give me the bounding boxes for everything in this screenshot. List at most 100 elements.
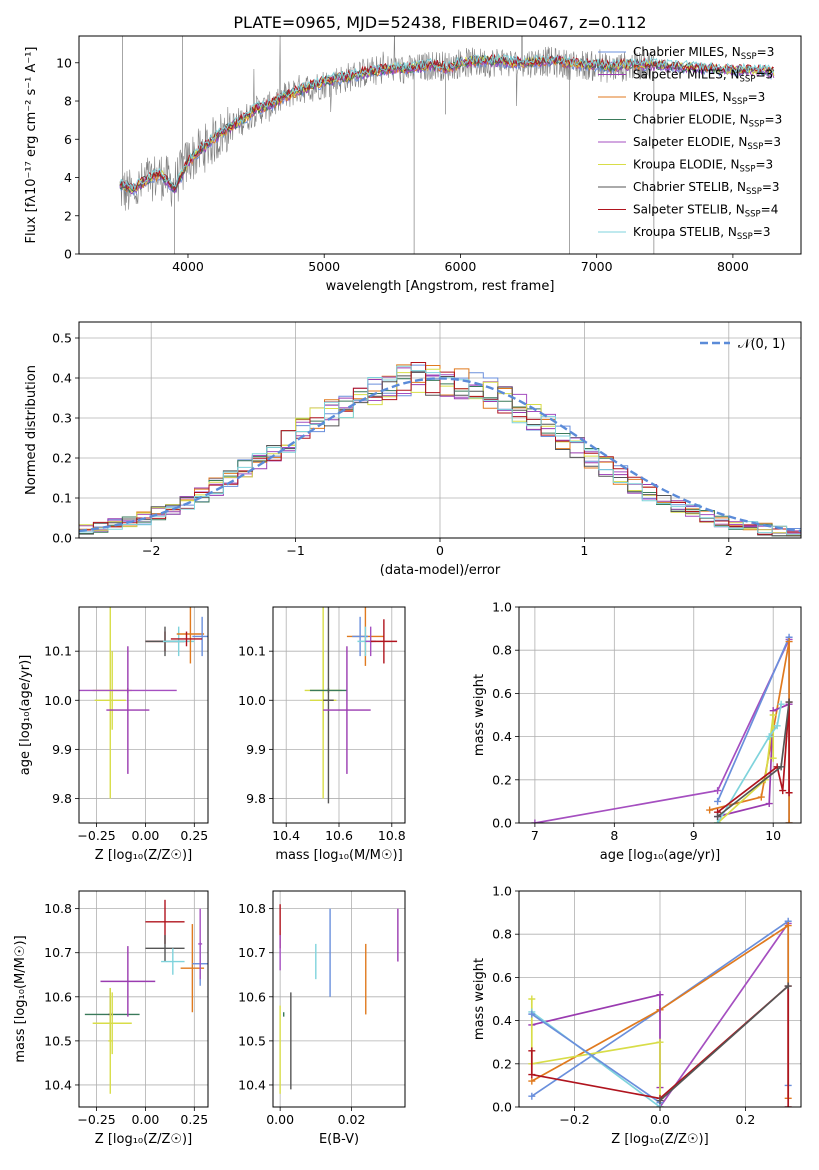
y-tick-label: 8	[64, 94, 72, 109]
normal-curve	[79, 377, 801, 533]
x-tick-label: −0.25	[77, 1112, 115, 1127]
plot-area-weight-vs-age	[531, 633, 793, 823]
weight-marker	[785, 698, 793, 706]
x-tick-label: 10.6	[325, 828, 353, 843]
x-tick-label: 0.02	[338, 1112, 366, 1127]
weight-marker	[714, 813, 722, 821]
y-tick-label: 10.6	[44, 989, 72, 1004]
axes-frame	[272, 890, 406, 1108]
y-tick-label: 10.0	[238, 693, 266, 708]
y-tick-label: 0.8	[492, 927, 512, 942]
panel-age-vs-mass: 10.4 10.6 10.8 9.8 9.9 10.0 10.1 mass [log₁₀(M/…	[238, 606, 406, 863]
weight-marker	[784, 922, 792, 930]
y-tick-label: 10.7	[238, 945, 266, 960]
y-tick-label: 9.9	[246, 742, 266, 757]
x-tick-label: 6000	[445, 259, 477, 274]
y-tick-label: 10.4	[44, 1077, 72, 1092]
x-tick-label: 1	[580, 543, 588, 558]
x-axis-label: Z [log₁₀(Z/Z☉)]	[95, 1132, 192, 1147]
plot-area-mass-vs-EBV	[279, 904, 399, 1094]
weight-marker	[785, 789, 793, 797]
y-tick-label: 2	[64, 208, 72, 223]
x-axis-label: mass [log₁₀(M/M☉)]	[275, 848, 402, 863]
x-tick-label: 8	[610, 828, 618, 843]
x-axis-label: age [log₁₀(age/yr)]	[600, 848, 721, 863]
panel-residuals: −2 −1 0 1 2 0.0 0.1 0.2 0.3 0.4 0.5 (data-model)/er…	[24, 321, 802, 578]
weight-line	[659, 985, 789, 1102]
axes-frame	[78, 606, 209, 824]
weight-line	[530, 999, 661, 1107]
y-tick-label: 10.1	[44, 644, 72, 659]
axes-frame	[518, 606, 802, 824]
y-tick-label: 0.0	[492, 1100, 512, 1115]
y-tick-label: 4	[64, 170, 72, 185]
y-axis-label: Normed distribution	[24, 365, 39, 495]
x-tick-label: 5000	[308, 259, 340, 274]
weight-marker	[765, 800, 773, 808]
x-axis-label: wavelength [Angstrom, rest frame]	[326, 279, 555, 294]
weight-marker	[757, 793, 765, 801]
spectrum-legend: Chabrier MILES, NSSP=3 Salpeter MILES, NS…	[598, 45, 782, 242]
legend-label: Kroupa ELODIE, NSSP=3	[633, 158, 773, 175]
weight-marker	[656, 1097, 664, 1105]
plot-area-mass-vs-Z	[84, 899, 208, 1094]
weight-marker	[528, 1010, 536, 1018]
y-tick-label: 10.7	[44, 945, 72, 960]
x-tick-label: −2	[142, 543, 160, 558]
weight-marker	[656, 991, 664, 999]
y-tick-label: 1.0	[492, 884, 512, 899]
weight-marker	[784, 1103, 792, 1107]
legend-label: 𝒩(0, 1)	[738, 337, 785, 352]
x-tick-label: 9	[690, 828, 698, 843]
weight-marker	[528, 1092, 536, 1100]
weight-marker	[528, 1047, 536, 1055]
weight-marker	[706, 806, 714, 814]
x-tick-label: 0.00	[132, 828, 160, 843]
x-tick-label: −1	[286, 543, 304, 558]
legend-label: Chabrier STELIB, NSSP=3	[633, 180, 780, 197]
panel-mass-vs-EBV: 0.00 0.02 10.4 10.5 10.6 10.7 10.8 E(B-V)	[238, 890, 406, 1147]
weight-marker	[779, 787, 787, 795]
weight-line	[717, 714, 775, 823]
y-tick-label: 10.8	[44, 901, 72, 916]
x-tick-label: 2	[725, 543, 733, 558]
y-tick-label: 10.4	[238, 1077, 266, 1092]
weight-line	[709, 641, 790, 823]
y-tick-label: 1.0	[492, 600, 512, 615]
y-tick-label: 10.5	[238, 1033, 266, 1048]
legend-label: Kroupa STELIB, NSSP=3	[633, 225, 771, 242]
y-axis-label: Flux [fλ10⁻¹⁷ erg cm⁻² s⁻¹ A⁻¹]	[24, 47, 39, 244]
panel-mass-vs-Z: −0.25 0.00 0.25 10.4 10.5 10.6 10.7 10.8 Z [log₁…	[13, 890, 209, 1147]
x-axis-label: E(B-V)	[319, 1132, 359, 1147]
axes-frame	[78, 890, 209, 1108]
y-tick-label: 0.8	[492, 643, 512, 658]
plot-area-residuals	[79, 362, 801, 537]
y-tick-label: 9.8	[52, 791, 72, 806]
plot-area-age-vs-mass	[304, 607, 398, 804]
x-tick-label: 0.25	[180, 1112, 208, 1127]
weight-marker	[528, 995, 536, 1003]
y-tick-label: 0.2	[492, 1056, 512, 1071]
x-tick-label: 7	[531, 828, 539, 843]
weight-line	[531, 993, 661, 1088]
weight-line	[534, 639, 790, 823]
y-tick-label: 0.3	[52, 411, 72, 426]
figure-title: PLATE=0965, MJD=52438, FIBERID=0467, z=0…	[233, 13, 646, 32]
x-tick-label: 0.0	[650, 1112, 670, 1127]
x-tick-label: 0.00	[266, 1112, 294, 1127]
panel-spectrum: 4000 5000 6000 7000 8000 0 2 4 6 8 10 wavelength [A…	[24, 35, 802, 294]
x-tick-label: 7000	[581, 259, 613, 274]
panel-age-vs-Z: −0.25 0.00 0.25 9.8 9.9 10.0 10.1 Z [log₁₀(Z/Z☉…	[18, 606, 209, 863]
legend-label: Salpeter STELIB, NSSP=4	[633, 203, 778, 220]
weight-line	[531, 1013, 661, 1104]
plot-area-weight-vs-Z	[528, 917, 792, 1107]
x-tick-label: 8000	[717, 259, 749, 274]
model-spectrum	[119, 53, 775, 191]
weight-marker	[765, 733, 773, 741]
x-axis-label: Z [log₁₀(Z/Z☉)]	[611, 1132, 708, 1147]
weight-line	[531, 1011, 661, 1107]
weight-line	[716, 704, 782, 823]
y-tick-label: 10.5	[44, 1033, 72, 1048]
y-tick-label: 10.8	[238, 901, 266, 916]
y-axis-label: mass weight	[472, 674, 487, 756]
